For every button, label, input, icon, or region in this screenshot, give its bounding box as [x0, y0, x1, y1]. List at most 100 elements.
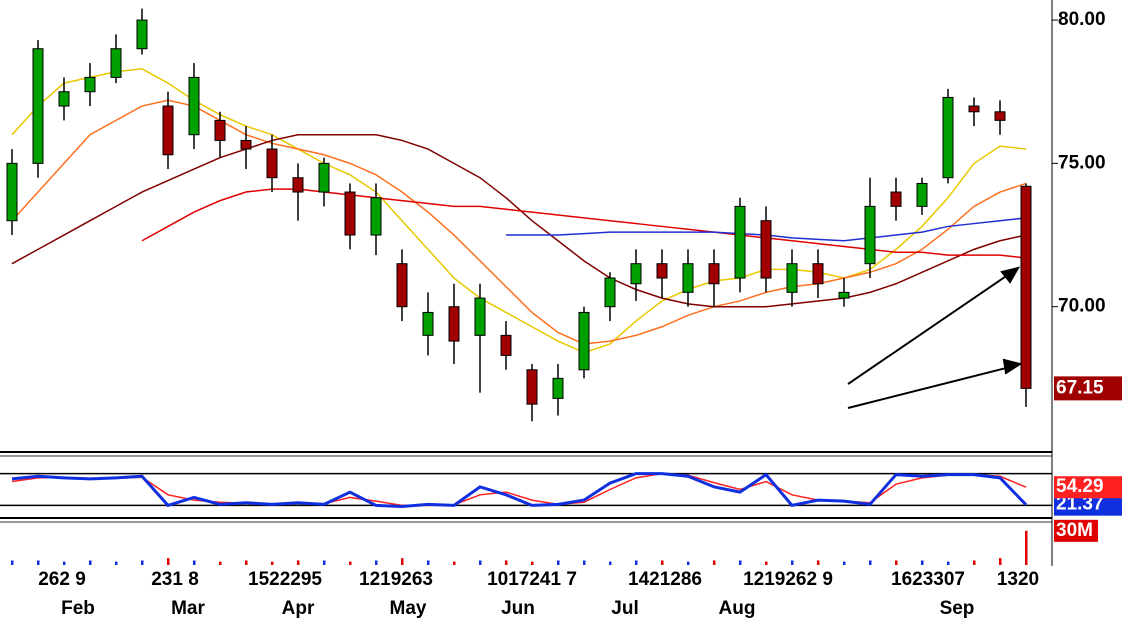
arrow-head	[1000, 266, 1021, 284]
candle-body	[214, 119, 226, 141]
candle-body	[656, 263, 668, 279]
last-price-label: 67.15	[1056, 377, 1104, 398]
candle-body	[916, 182, 928, 207]
candle-body	[890, 191, 902, 207]
volume-bar	[895, 560, 898, 565]
candle-body	[708, 263, 720, 285]
volume-bar	[947, 561, 950, 565]
volume-bar	[167, 558, 170, 565]
candle-body	[448, 306, 460, 342]
month-label: Apr	[282, 598, 315, 619]
candle-body	[500, 334, 512, 356]
candle-body	[760, 220, 772, 279]
volume-bar	[921, 560, 924, 565]
volume-bar	[739, 560, 742, 565]
candle-body	[136, 19, 148, 50]
volume-label-box	[1054, 519, 1098, 542]
candle-body	[526, 369, 538, 405]
candle-body	[1020, 185, 1032, 389]
volume-bar	[141, 560, 144, 565]
candle-body	[812, 263, 824, 285]
stochastic-value-box	[1054, 476, 1122, 499]
volume-bar	[583, 560, 586, 565]
candle-body	[682, 263, 694, 293]
day-label: 1219262 9	[743, 569, 833, 590]
month-label: May	[390, 598, 427, 619]
x-axis-labels: 262 9 231 8 1522295 1219263 1017241 7 14…	[38, 569, 1039, 619]
candle-body	[240, 139, 252, 150]
volume-bar	[453, 561, 456, 565]
day-label: 231 8	[151, 569, 199, 590]
candle-body	[292, 177, 304, 193]
candle-body	[422, 311, 434, 336]
arrow-head	[1002, 358, 1023, 375]
volume-bar	[531, 561, 534, 565]
day-label: 1017241 7	[487, 569, 577, 590]
month-label: Feb	[61, 598, 95, 619]
volume-bar	[869, 560, 872, 565]
annotation-arrows	[847, 266, 1023, 409]
volume-bar	[193, 560, 196, 565]
candle-body	[864, 205, 876, 265]
volume-bar	[401, 558, 404, 565]
volume-bar	[375, 560, 378, 565]
month-label: Aug	[719, 598, 756, 619]
volume-bar	[271, 561, 274, 565]
volume-bar	[219, 561, 222, 565]
candle-body	[344, 191, 356, 236]
volume-bar	[687, 561, 690, 565]
candle-body	[786, 263, 798, 293]
stochastic-value-label: 21.37	[1056, 494, 1104, 515]
volume-bar	[1025, 530, 1028, 565]
candle-body	[396, 263, 408, 308]
volume-tick-label: 30M	[1056, 520, 1093, 541]
candle-body	[630, 263, 642, 285]
volume-bar	[37, 560, 40, 565]
month-label: Mar	[171, 598, 205, 619]
volume-bar	[323, 560, 326, 565]
volume-bar	[843, 561, 846, 565]
last-price-box	[1054, 376, 1122, 401]
day-label: 1522295	[248, 569, 322, 590]
day-label: 1623307	[891, 569, 965, 590]
volume-bar	[817, 560, 820, 565]
candle-body	[578, 311, 590, 371]
candle-body	[318, 162, 330, 193]
candle-body	[84, 76, 96, 93]
month-label: Sep	[940, 598, 975, 619]
volume-bar	[297, 560, 300, 565]
arrow	[847, 267, 1019, 385]
volume-bar	[63, 561, 66, 565]
candle-body	[162, 105, 174, 156]
month-label: Jun	[501, 598, 535, 619]
day-label: 1320	[997, 569, 1039, 590]
volume-bar	[557, 560, 560, 565]
candle-body	[552, 377, 564, 399]
volume-bar	[661, 560, 664, 565]
volume-bar	[999, 558, 1002, 565]
moving-average	[11, 99, 1027, 345]
volume-bar	[973, 560, 976, 565]
volume-bar	[427, 560, 430, 565]
volume-bar	[765, 561, 768, 565]
volume-bar	[635, 560, 638, 565]
volume-bar	[89, 560, 92, 565]
stochastic-value-box	[1054, 493, 1122, 516]
y-tick-label: 80.00	[1058, 9, 1106, 30]
moving-average	[141, 188, 1027, 259]
candle-body	[6, 162, 18, 222]
day-label: 1219263	[359, 569, 433, 590]
volume-bar	[609, 561, 612, 565]
candle-body	[942, 96, 954, 179]
moving-average	[11, 133, 1027, 308]
volume-bar	[791, 560, 794, 565]
volume-bar	[713, 560, 716, 565]
moving-average	[11, 68, 1027, 354]
candle-body	[32, 48, 44, 164]
candle-body	[474, 297, 486, 336]
candle-body	[58, 91, 70, 107]
month-label: Jul	[611, 598, 638, 619]
candle-body	[604, 277, 616, 308]
volume-bar	[505, 560, 508, 565]
